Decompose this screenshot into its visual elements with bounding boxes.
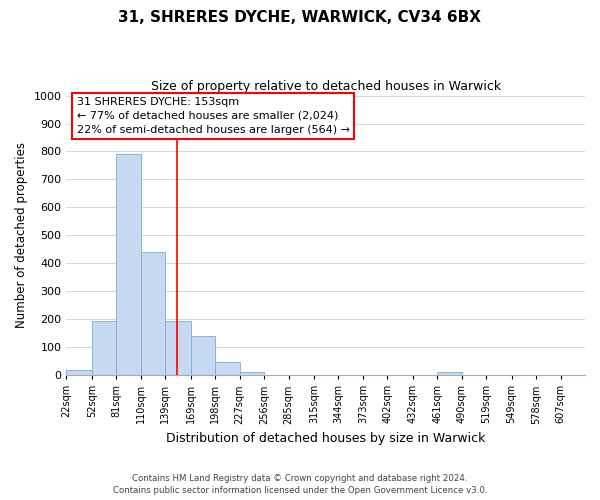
Bar [215,362,239,375]
Y-axis label: Number of detached properties: Number of detached properties [15,142,28,328]
Title: Size of property relative to detached houses in Warwick: Size of property relative to detached ho… [151,80,501,93]
Bar [116,154,141,375]
Bar [141,252,165,375]
Text: 31 SHRERES DYCHE: 153sqm
← 77% of detached houses are smaller (2,024)
22% of sem: 31 SHRERES DYCHE: 153sqm ← 77% of detach… [77,97,350,135]
Text: Contains HM Land Registry data © Crown copyright and database right 2024.
Contai: Contains HM Land Registry data © Crown c… [113,474,487,495]
Bar [92,320,116,375]
Bar [67,370,92,375]
Bar [191,336,215,375]
Bar [437,372,461,375]
Bar [165,320,191,375]
Text: 31, SHRERES DYCHE, WARWICK, CV34 6BX: 31, SHRERES DYCHE, WARWICK, CV34 6BX [119,10,482,25]
Bar [239,372,264,375]
X-axis label: Distribution of detached houses by size in Warwick: Distribution of detached houses by size … [166,432,485,445]
